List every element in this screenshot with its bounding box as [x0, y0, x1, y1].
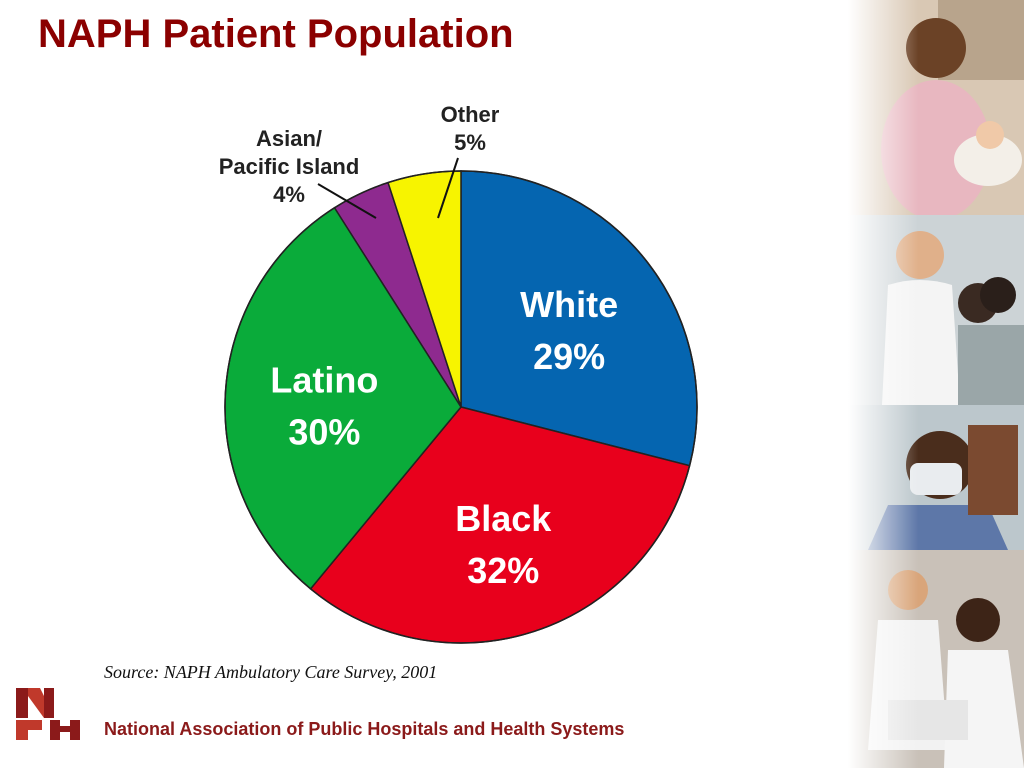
nurse-with-baby-photo	[848, 0, 1024, 215]
pie-outer-labels: Asian/ Pacific Island 4% Other 5%	[219, 102, 500, 219]
pie-outline	[224, 170, 698, 644]
leader-line-asian	[317, 183, 377, 219]
organization-name: National Association of Public Hospitals…	[104, 719, 625, 739]
pie-slices	[224, 170, 698, 644]
label-asian-pct: 4%	[273, 182, 305, 207]
doctor-with-family-photo	[848, 215, 1024, 405]
slice-value-black: 32%	[467, 550, 539, 591]
label-asian-line1: Asian/	[256, 126, 322, 151]
slice-value-white: 29%	[533, 336, 605, 377]
label-other-pct: 5%	[454, 130, 486, 155]
slice-label-black: Black	[455, 498, 552, 539]
label-other-line1: Other	[441, 102, 500, 127]
slice-value-latino: 30%	[288, 411, 360, 452]
slice-label-white: White	[520, 284, 618, 325]
page-title: NAPH Patient Population	[38, 12, 514, 56]
photo-strip	[848, 0, 1024, 768]
naph-logo	[16, 688, 80, 740]
pie-inner-labels: White 29% Black 32% Latino 30%	[270, 284, 618, 591]
surgeon-mask-photo	[848, 405, 1024, 550]
slice-label-latino: Latino	[270, 359, 378, 400]
leader-line-other	[437, 157, 459, 219]
nurse-and-doctor-photo	[848, 550, 1024, 768]
source-note: Source: NAPH Ambulatory Care Survey, 200…	[104, 662, 438, 682]
label-asian-line2: Pacific Island	[219, 154, 360, 179]
